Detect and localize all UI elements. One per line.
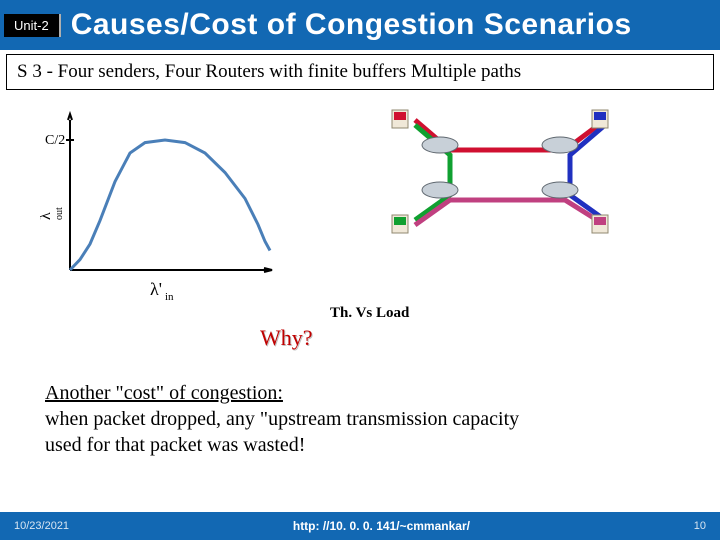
ylabel-out: out bbox=[54, 207, 65, 220]
xlabel-lambda: λ' bbox=[150, 279, 162, 299]
subtitle: S 3 - Four senders, Four Routers with fi… bbox=[6, 54, 714, 90]
cost-line2: when packet dropped, any "upstream trans… bbox=[45, 408, 519, 430]
router-icon bbox=[422, 182, 458, 198]
host-icon bbox=[592, 215, 608, 233]
footer-date: 10/23/2021 bbox=[14, 520, 69, 532]
cost-line1: Another "cost" of congestion: bbox=[45, 382, 283, 404]
footer: 10/23/2021 http: //10. 0. 0. 141/~cmmank… bbox=[0, 512, 720, 540]
host-icon bbox=[392, 110, 408, 128]
th-vs-load-label: Th. Vs Load bbox=[330, 305, 409, 322]
y-arrow bbox=[68, 114, 72, 120]
paths-group bbox=[415, 120, 605, 225]
path-line bbox=[415, 200, 605, 225]
router-icon bbox=[542, 137, 578, 153]
header-bar: Unit-2 Causes/Cost of Congestion Scenari… bbox=[0, 0, 720, 50]
routers-group bbox=[422, 137, 578, 198]
throughput-chart: C/2 λ out λ' in bbox=[40, 110, 290, 310]
cost-text: Another "cost" of congestion: when packe… bbox=[45, 380, 519, 458]
curve bbox=[70, 140, 270, 270]
page-title: Causes/Cost of Congestion Scenarios bbox=[71, 8, 632, 42]
unit-label: Unit-2 bbox=[4, 14, 61, 37]
why-label: Why? bbox=[260, 325, 313, 351]
ylabel-lambda: λ bbox=[40, 212, 54, 220]
router-icon bbox=[422, 137, 458, 153]
content-area: C/2 λ out λ' in Th. Vs Load Why? bbox=[0, 90, 720, 390]
xlabel-in: in bbox=[165, 291, 174, 303]
footer-page: 10 bbox=[694, 520, 706, 532]
host-icon bbox=[392, 215, 408, 233]
ytick-label: C/2 bbox=[45, 133, 65, 148]
footer-url: http: //10. 0. 0. 141/~cmmankar/ bbox=[293, 519, 470, 533]
host-icon bbox=[592, 110, 608, 128]
network-diagram bbox=[370, 100, 650, 250]
cost-line3: used for that packet was wasted! bbox=[45, 434, 305, 456]
router-icon bbox=[542, 182, 578, 198]
